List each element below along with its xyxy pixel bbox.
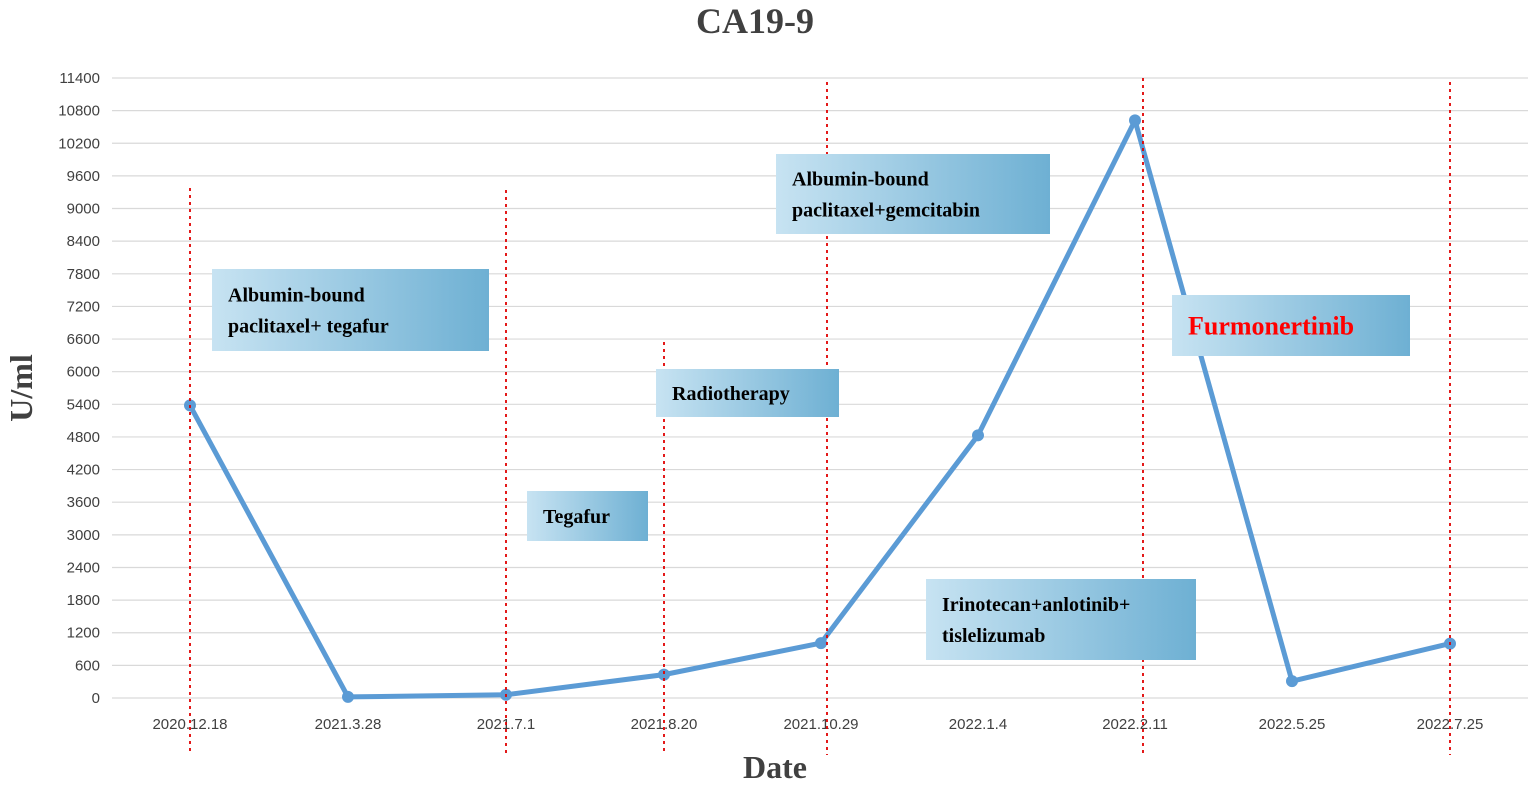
y-tick-label: 1800 [67,592,100,609]
x-tick-label: 2022.1.4 [949,716,1007,733]
annotation-background [776,154,1050,234]
y-tick-label: 1200 [67,625,100,642]
annotation-box: Radiotherapy [656,369,839,417]
y-tick-label: 7200 [67,298,100,315]
x-tick-label: 2021.10.29 [783,716,858,733]
annotation-box: Furmonertinib [1172,295,1410,356]
x-tick-label: 2022.5.25 [1259,716,1326,733]
annotation-box: Albumin-bound paclitaxel+ tegafur [212,269,489,351]
annotation-text: paclitaxel+gemcitabin [792,200,980,222]
y-tick-label: 8400 [67,233,100,250]
annotation-background [527,491,648,541]
y-tick-label: 4800 [67,429,100,446]
data-point [342,690,354,703]
annotation-text: Furmonertinib [1188,312,1354,341]
y-tick-label: 2400 [67,559,100,576]
annotation-background [1172,295,1410,356]
annotation-background [926,579,1196,660]
y-tick-label: 7800 [67,266,100,283]
annotation-text: Albumin-bound [228,285,365,307]
x-tick-label: 2021.8.20 [631,716,698,733]
y-tick-label: 3000 [67,527,100,544]
annotation-text: Radiotherapy [672,383,790,405]
data-point [815,637,827,650]
y-tick-label: 9600 [67,168,100,185]
annotation-text: Tegafur [543,506,610,528]
data-point [972,429,984,442]
annotation-box: Albumin-bound paclitaxel+gemcitabin [776,154,1050,234]
data-point [1286,675,1298,688]
annotation-background [212,269,489,351]
x-tick-label: 2022.2.11 [1102,716,1168,733]
y-tick-label: 11400 [59,70,100,87]
y-tick-label: 0 [92,690,100,707]
y-axis-title: U/ml [3,354,39,422]
annotation-text: Albumin-bound [792,169,929,191]
y-tick-label: 6000 [67,364,100,381]
y-tick-label: 6600 [67,331,100,348]
y-tick-label: 10800 [58,103,100,120]
x-tick-label: 2022.7.25 [1417,716,1484,733]
annotation-text: tislelizumab [942,625,1045,647]
y-tick-label: 5400 [67,396,100,413]
x-tick-label: 2020.12.18 [152,716,227,733]
annotation-box: Tegafur [527,491,648,541]
y-tick-label: 10200 [58,135,100,152]
annotation-text: Irinotecan+anlotinib+ [942,594,1130,616]
annotation-box: Irinotecan+anlotinib+ tislelizumab [926,579,1196,660]
x-axis-title: Date [743,749,807,785]
y-tick-label: 600 [75,657,100,674]
y-tick-label: 4200 [67,462,100,479]
annotation-text: paclitaxel+ tegafur [228,316,389,338]
x-tick-label: 2021.3.28 [315,716,382,733]
chart-title: CA19-9 [696,1,814,41]
y-axis-ticks: 0 600 1200 1800 2400 3000 3600 4200 4800 5400 6000… [58,70,100,707]
y-tick-label: 9000 [67,201,100,218]
data-point [1129,114,1141,127]
annotation-background [656,369,839,417]
y-tick-label: 3600 [67,494,100,511]
x-axis-ticks: 2020.12.18 2021.3.28 2021.7.1 2021.8.20 2021… [152,716,1483,733]
treatment-annotations: Albumin-bound paclitaxel+ tegafur Tegafur R… [212,154,1410,660]
